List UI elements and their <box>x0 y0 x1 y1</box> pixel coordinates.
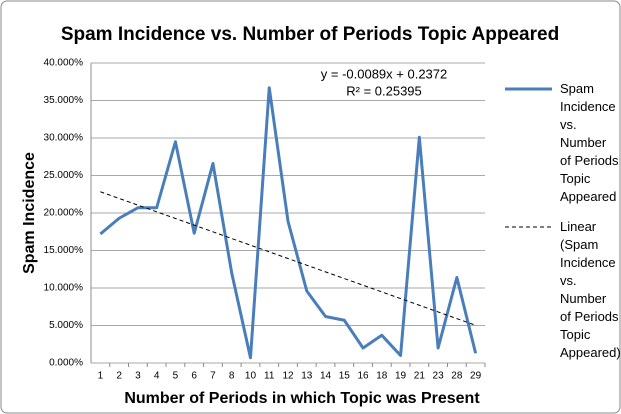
legend-label: Spam Incidence vs. Number of Periods Top… <box>560 81 619 204</box>
x-tick-label: 1 <box>98 371 104 382</box>
x-tick-label: 6 <box>191 371 197 382</box>
legend-label: Linear (Spam Incidence vs. Number of Per… <box>560 219 621 360</box>
annotation: R² = 0.25395 <box>346 83 422 98</box>
x-tick-label: 21 <box>414 371 426 382</box>
annotation: y = -0.0089x + 0.2372 <box>321 66 447 81</box>
chart-title: Spam Incidence vs. Number of Periods Top… <box>61 24 559 45</box>
y-tick-label: 5.000% <box>49 320 83 331</box>
data-line <box>99 86 478 360</box>
x-tick-label: 8 <box>229 371 235 382</box>
y-tick-label: 35.000% <box>44 95 84 106</box>
y-tick-label: 0.000% <box>49 358 83 369</box>
y-axis-label: Spam Incidence <box>21 152 38 274</box>
x-tick-label: 14 <box>320 371 332 382</box>
x-tick-label: 23 <box>433 371 445 382</box>
x-tick-label: 3 <box>135 371 141 382</box>
y-tick-label: 15.000% <box>44 245 84 256</box>
y-tick-label: 10.000% <box>44 283 84 294</box>
x-axis-label: Number of Periods in which Topic was Pre… <box>124 390 480 407</box>
x-tick-label: 28 <box>451 371 463 382</box>
x-tick-label: 7 <box>210 371 216 382</box>
x-tick-label: 11 <box>264 371 275 382</box>
x-tick-label: 12 <box>282 371 294 382</box>
x-tick-label: 19 <box>395 371 407 382</box>
x-tick-label: 2 <box>116 371 122 382</box>
x-tick-label: 18 <box>376 371 388 382</box>
x-tick-label: 29 <box>470 371 482 382</box>
trend-line <box>100 191 476 326</box>
x-tick-label: 4 <box>154 371 160 382</box>
y-tick-label: 25.000% <box>44 170 84 181</box>
x-tick-label: 5 <box>173 371 179 382</box>
y-tick-label: 40.000% <box>44 58 84 69</box>
x-tick-label: 10 <box>245 371 257 382</box>
y-tick-label: 20.000% <box>44 208 84 219</box>
x-tick-label: 16 <box>357 371 369 382</box>
x-tick-label: 13 <box>301 371 313 382</box>
y-tick-label: 30.000% <box>44 133 84 144</box>
x-tick-label: 15 <box>339 371 351 382</box>
